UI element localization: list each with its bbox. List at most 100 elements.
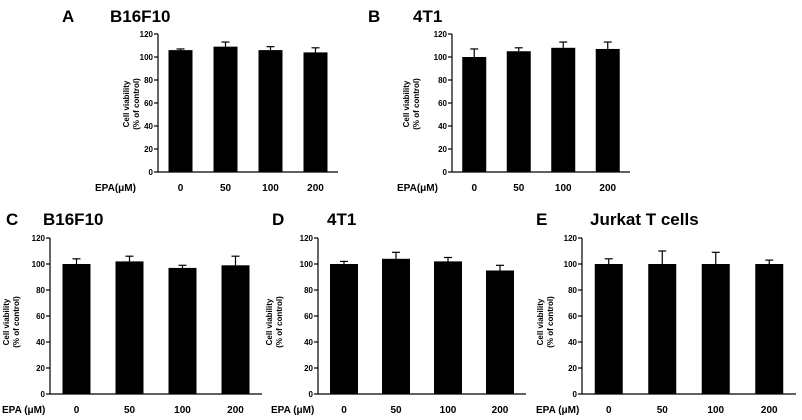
bar-c-100	[168, 267, 197, 394]
y-tick-label-a: 20	[144, 145, 153, 154]
y-axis-label-b-line2: (% of control)	[412, 78, 421, 130]
panel-title-c: B16F10	[43, 210, 103, 229]
x-tick-label-a: 100	[262, 183, 279, 194]
y-tick-label-c: 0	[41, 390, 46, 399]
panel-letter-e: E	[536, 210, 547, 229]
bar-b-200	[595, 48, 620, 173]
bar-a-0	[168, 50, 193, 172]
y-tick-label-b: 60	[438, 99, 447, 108]
x-tick-label-b: 50	[513, 183, 525, 194]
x-tick-label-a: 0	[178, 183, 184, 194]
y-tick-label-a: 120	[140, 30, 154, 39]
panel-a: A B16F10 Cell viability (% of control) E…	[62, 7, 170, 194]
plot-c: 0 20 40 60 80 100 120 0 50 100 200	[32, 234, 262, 416]
panel-letter-b: B	[368, 7, 380, 26]
y-axis-label-e-line2: (% of control)	[546, 296, 555, 348]
bar-a-50	[213, 46, 238, 172]
panel-title-b: 4T1	[413, 7, 442, 26]
bar-e-100	[701, 264, 730, 394]
y-tick-label-b: 120	[434, 30, 448, 39]
y-tick-label-c: 100	[32, 260, 46, 269]
y-tick-label-e: 100	[564, 260, 578, 269]
y-tick-label-b: 100	[434, 53, 448, 62]
y-axis-label-d-line1: Cell viability	[265, 298, 274, 345]
y-tick-label-d: 0	[309, 390, 314, 399]
y-tick-label-e: 80	[568, 286, 577, 295]
bar-b-0	[462, 57, 487, 172]
y-tick-label-c: 20	[36, 364, 45, 373]
y-tick-label-e: 0	[573, 390, 578, 399]
y-tick-label-c: 60	[36, 312, 45, 321]
plot-e: 0 20 40 60 80 100 120 0 50 100 200	[564, 234, 796, 416]
x-tick-label-d: 200	[492, 405, 509, 416]
bar-a-200	[303, 52, 328, 172]
y-tick-label-b: 80	[438, 76, 447, 85]
y-tick-label-e: 60	[568, 312, 577, 321]
y-tick-label-b: 0	[443, 168, 448, 177]
x-axis-label-c: EPA (μM)	[2, 405, 45, 416]
bar-b-100	[551, 47, 576, 172]
x-tick-label-c: 0	[74, 405, 80, 416]
x-tick-label-d: 50	[390, 405, 402, 416]
bar-d-100	[434, 261, 462, 394]
y-tick-label-d: 100	[300, 260, 314, 269]
x-tick-label-b: 200	[599, 183, 616, 194]
x-axis-label-d: EPA (μM)	[271, 405, 314, 416]
y-tick-label-a: 80	[144, 76, 153, 85]
panel-title-d: 4T1	[327, 210, 356, 229]
panel-e: E Jurkat T cells Cell viability (% of co…	[536, 210, 699, 416]
bar-e-50	[648, 264, 677, 394]
y-tick-label-e: 20	[568, 364, 577, 373]
bar-d-200	[486, 270, 514, 394]
y-axis-label-c-line1: Cell viability	[2, 298, 11, 345]
y-tick-label-d: 40	[304, 338, 313, 347]
plot-a: 0 20 40 60 80 100 120 0 50 100 200	[140, 30, 338, 194]
x-axis-label-b: EPA(μM)	[397, 183, 438, 194]
y-axis-label-a-line2: (% of control)	[132, 78, 141, 130]
y-tick-label-a: 0	[149, 168, 154, 177]
y-tick-label-d: 60	[304, 312, 313, 321]
bar-e-0	[594, 264, 623, 394]
x-tick-label-c: 100	[174, 405, 191, 416]
panel-title-e: Jurkat T cells	[590, 210, 699, 229]
x-tick-label-e: 0	[606, 405, 612, 416]
x-tick-label-e: 200	[761, 405, 778, 416]
panel-title-a: B16F10	[110, 7, 170, 26]
panel-letter-a: A	[62, 7, 74, 26]
plot-d: 0 20 40 60 80 100 120 0 50 100 200	[300, 234, 526, 416]
y-tick-label-c: 80	[36, 286, 45, 295]
x-tick-label-d: 0	[341, 405, 347, 416]
y-tick-label-d: 80	[304, 286, 313, 295]
bar-c-50	[115, 261, 144, 394]
y-tick-label-a: 40	[144, 122, 153, 131]
y-tick-label-d: 120	[300, 234, 314, 243]
x-axis-label-e: EPA (μM)	[536, 405, 579, 416]
panel-d: D 4T1 Cell viability (% of control) EPA …	[265, 210, 356, 416]
x-tick-label-b: 0	[471, 183, 477, 194]
panel-c: C B16F10 Cell viability (% of control) E…	[2, 210, 103, 416]
x-tick-label-e: 100	[707, 405, 724, 416]
y-axis-label-d-line2: (% of control)	[275, 296, 284, 348]
y-tick-label-b: 40	[438, 122, 447, 131]
bar-c-200	[221, 265, 250, 394]
bar-b-50	[506, 51, 531, 172]
plot-b: 0 20 40 60 80 100 120 0 50 100 200	[434, 30, 630, 194]
y-tick-label-a: 100	[140, 53, 154, 62]
y-tick-label-e: 40	[568, 338, 577, 347]
y-axis-label-e-line1: Cell viability	[536, 298, 545, 345]
x-tick-label-d: 100	[440, 405, 457, 416]
bar-d-0	[330, 264, 358, 394]
y-axis-label-b-line1: Cell viability	[402, 80, 411, 127]
y-tick-label-c: 40	[36, 338, 45, 347]
x-tick-label-a: 200	[307, 183, 324, 194]
x-tick-label-e: 50	[657, 405, 669, 416]
panel-letter-d: D	[272, 210, 284, 229]
y-axis-label-c-line2: (% of control)	[12, 296, 21, 348]
bar-d-50	[382, 258, 410, 394]
y-tick-label-c: 120	[32, 234, 46, 243]
x-tick-label-c: 200	[227, 405, 244, 416]
y-tick-label-b: 20	[438, 145, 447, 154]
y-tick-label-e: 120	[564, 234, 578, 243]
panel-b: B 4T1 Cell viability (% of control) EPA(…	[368, 7, 442, 194]
